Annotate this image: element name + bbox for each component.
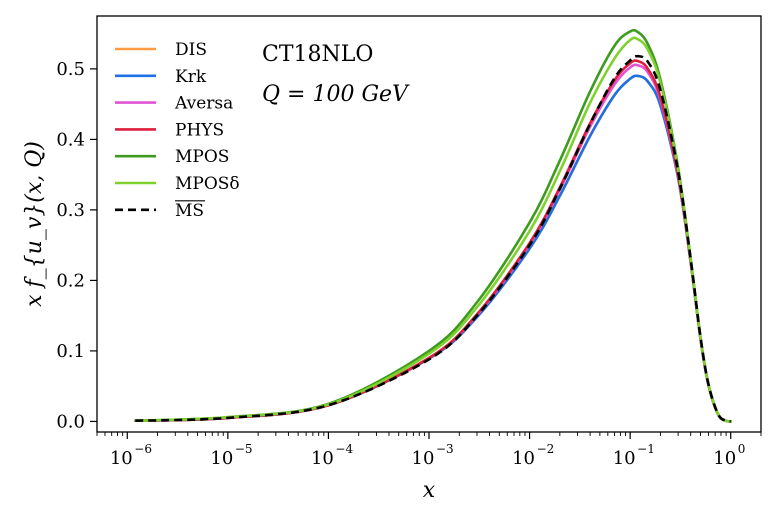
y-tick-label: 0.1 bbox=[56, 341, 85, 362]
legend-label: MPOSδ bbox=[175, 174, 240, 194]
annotation-dataset: CT18NLO bbox=[262, 42, 373, 67]
x-tick-exponent: −1 bbox=[637, 442, 655, 456]
x-tick-label: 10 bbox=[412, 448, 435, 469]
y-tick-label: 0.0 bbox=[56, 411, 85, 432]
series-line-krk bbox=[133, 74, 733, 423]
x-tick-label: 10 bbox=[713, 448, 736, 469]
legend-label: PHYS bbox=[175, 120, 224, 140]
annotation-scale: Q = 100 GeV bbox=[262, 82, 410, 107]
curves-layer bbox=[133, 28, 733, 423]
series-line-mpos- bbox=[133, 36, 733, 423]
x-tick-label: 10 bbox=[613, 448, 636, 469]
y-tick-label: 0.3 bbox=[56, 200, 85, 221]
series-line-phys bbox=[133, 59, 733, 423]
legend-label: Krk bbox=[175, 67, 207, 87]
y-tick-label: 0.2 bbox=[56, 270, 85, 291]
x-tick-exponent: −2 bbox=[537, 442, 555, 456]
x-tick-label: 10 bbox=[311, 448, 334, 469]
legend-label: MPOS bbox=[175, 147, 229, 167]
series-line-ms bbox=[135, 54, 731, 423]
x-tick-exponent: −4 bbox=[335, 442, 353, 456]
x-axis-label: x bbox=[423, 478, 436, 503]
x-tick-exponent: −6 bbox=[134, 442, 152, 456]
legend-label: DIS bbox=[175, 40, 207, 60]
y-tick-label: 0.5 bbox=[56, 59, 85, 80]
x-axis-ticks: 10 −6 10 −5 10 −4 10 −3 10 −2 10 −1 10 0 bbox=[96, 432, 762, 469]
series-line-mpos bbox=[133, 28, 733, 423]
y-axis-ticks: 0.0 0.1 0.2 0.3 0.4 0.5 bbox=[56, 59, 97, 432]
x-tick-label: 10 bbox=[210, 448, 233, 469]
x-tick-label: 10 bbox=[512, 448, 535, 469]
x-tick-label: 10 bbox=[110, 448, 133, 469]
series-line-aversa bbox=[133, 63, 733, 423]
y-axis-label: x f_{u_v}(x, Q) bbox=[22, 141, 47, 307]
legend-label: MS bbox=[175, 201, 204, 221]
x-tick-exponent: −3 bbox=[436, 442, 454, 456]
series-line-dis bbox=[133, 74, 733, 423]
legend: DIS Krk Aversa PHYS MPOS MPOSδ MS bbox=[115, 40, 240, 221]
x-tick-exponent: −5 bbox=[235, 442, 253, 456]
legend-label: Aversa bbox=[174, 94, 233, 114]
y-tick-label: 0.4 bbox=[56, 129, 85, 150]
x-tick-exponent: 0 bbox=[738, 442, 746, 456]
